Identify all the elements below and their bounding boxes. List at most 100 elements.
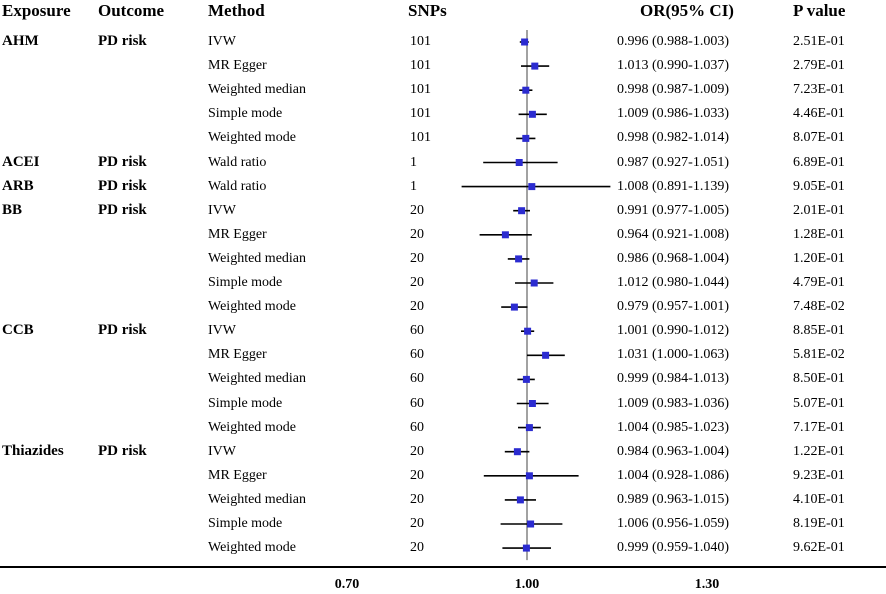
- row-method: Wald ratio: [208, 178, 267, 194]
- estimate-point: [524, 327, 532, 335]
- row-snps: 60: [410, 395, 424, 411]
- estimate-point: [530, 279, 538, 287]
- row-snps: 20: [410, 491, 424, 507]
- estimate-point: [527, 520, 535, 528]
- group-exposure: ACEI: [2, 153, 40, 170]
- row-method: IVW: [208, 443, 236, 459]
- row-method: Weighted mode: [208, 299, 296, 315]
- estimate-point: [528, 183, 536, 191]
- row-method: Weighted mode: [208, 419, 296, 435]
- row-method: IVW: [208, 34, 236, 49]
- x-tick-label: 1.30: [694, 577, 720, 592]
- x-axis-line: [0, 566, 886, 568]
- row-or-ci: 0.998 (0.987-1.009): [617, 82, 729, 98]
- row-pvalue: 8.07E-01: [793, 130, 845, 146]
- row-snps: 101: [410, 106, 431, 122]
- row-method: MR Egger: [208, 467, 267, 483]
- row-pvalue: 4.46E-01: [793, 106, 845, 122]
- row-pvalue: 2.01E-01: [793, 202, 845, 218]
- row-or-ci: 1.004 (0.928-1.086): [617, 467, 729, 483]
- row-or-ci: 0.987 (0.927-1.051): [617, 154, 729, 170]
- estimate-point: [515, 159, 523, 166]
- row-snps: 20: [410, 443, 424, 459]
- row-or-ci: 0.979 (0.957-1.001): [617, 299, 729, 315]
- row-snps: 20: [410, 202, 424, 218]
- estimate-point: [513, 448, 521, 456]
- row-snps: 101: [410, 130, 431, 146]
- group-outcome: PD risk: [98, 33, 147, 49]
- group-exposure: BB: [2, 201, 23, 218]
- estimate-point: [525, 472, 533, 480]
- header-or-ci: OR(95% CI): [640, 1, 734, 20]
- row-pvalue: 7.48E-02: [793, 299, 845, 315]
- row-or-ci: 0.999 (0.984-1.013): [617, 371, 729, 387]
- row-method: MR Egger: [208, 58, 267, 74]
- row-pvalue: 4.10E-01: [793, 491, 845, 507]
- row-pvalue: 8.19E-01: [793, 516, 845, 531]
- row-or-ci: 1.009 (0.983-1.036): [617, 395, 729, 411]
- row-method: Weighted median: [208, 491, 307, 507]
- group-exposure: Thiazides: [2, 442, 64, 459]
- group-outcome: PD risk: [98, 177, 147, 194]
- row-or-ci: 0.996 (0.988-1.003): [617, 34, 729, 49]
- row-or-ci: 1.009 (0.986-1.033): [617, 106, 729, 122]
- row-or-ci: 0.986 (0.968-1.004): [617, 250, 729, 266]
- x-tick-label: 0.70: [334, 577, 360, 592]
- row-or-ci: 1.004 (0.985-1.023): [617, 419, 729, 435]
- estimate-point: [542, 351, 550, 359]
- row-snps: 20: [410, 226, 424, 242]
- row-snps: 60: [410, 419, 424, 435]
- row-method: Weighted median: [208, 82, 307, 98]
- header-exposure: Exposure: [2, 1, 71, 20]
- row-pvalue: 9.62E-01: [793, 540, 845, 556]
- row-snps: 20: [410, 299, 424, 315]
- row-method: Simple mode: [208, 395, 283, 411]
- row-or-ci: 0.984 (0.963-1.004): [617, 443, 729, 459]
- row-snps: 20: [410, 275, 424, 290]
- row-method: Weighted mode: [208, 130, 296, 146]
- group-exposure: CCB: [2, 322, 34, 339]
- header-snps: SNPs: [408, 1, 447, 20]
- row-snps: 1: [410, 154, 417, 170]
- row-or-ci: 1.008 (0.891-1.139): [617, 178, 729, 194]
- row-pvalue: 9.23E-01: [793, 467, 845, 483]
- row-method: Weighted median: [208, 371, 307, 387]
- row-method: Simple mode: [208, 106, 283, 122]
- row-pvalue: 5.07E-01: [793, 395, 845, 411]
- estimate-point: [525, 424, 533, 432]
- row-or-ci: 1.031 (1.000-1.063): [617, 347, 729, 363]
- row-or-ci: 0.998 (0.982-1.014): [617, 130, 729, 146]
- row-method: IVW: [208, 323, 236, 339]
- row-method: MR Egger: [208, 226, 267, 242]
- row-or-ci: 0.991 (0.977-1.005): [617, 202, 729, 218]
- row-pvalue: 4.79E-01: [793, 275, 845, 290]
- estimate-point: [522, 375, 530, 383]
- group-exposure: ARB: [2, 177, 34, 194]
- estimate-point: [531, 62, 539, 70]
- row-pvalue: 1.20E-01: [793, 250, 845, 266]
- row-or-ci: 0.989 (0.963-1.015): [617, 491, 729, 507]
- estimate-point: [518, 207, 526, 215]
- row-method: MR Egger: [208, 347, 267, 363]
- estimate-point: [528, 110, 536, 118]
- row-pvalue: 1.28E-01: [793, 226, 845, 242]
- estimate-point: [501, 231, 509, 239]
- estimate-point: [521, 38, 529, 46]
- estimate-point: [515, 255, 523, 263]
- row-snps: 60: [410, 323, 424, 339]
- estimate-point: [522, 134, 530, 142]
- estimate-point: [522, 544, 530, 552]
- row-pvalue: 6.89E-01: [793, 154, 845, 170]
- row-snps: 20: [410, 250, 424, 266]
- row-or-ci: 0.964 (0.921-1.008): [617, 226, 729, 242]
- row-snps: 20: [410, 467, 424, 483]
- row-or-ci: 1.001 (0.990-1.012): [617, 323, 729, 339]
- estimate-point: [510, 303, 518, 311]
- row-pvalue: 7.23E-01: [793, 82, 845, 98]
- row-snps: 60: [410, 371, 424, 387]
- row-pvalue: 9.05E-01: [793, 178, 845, 194]
